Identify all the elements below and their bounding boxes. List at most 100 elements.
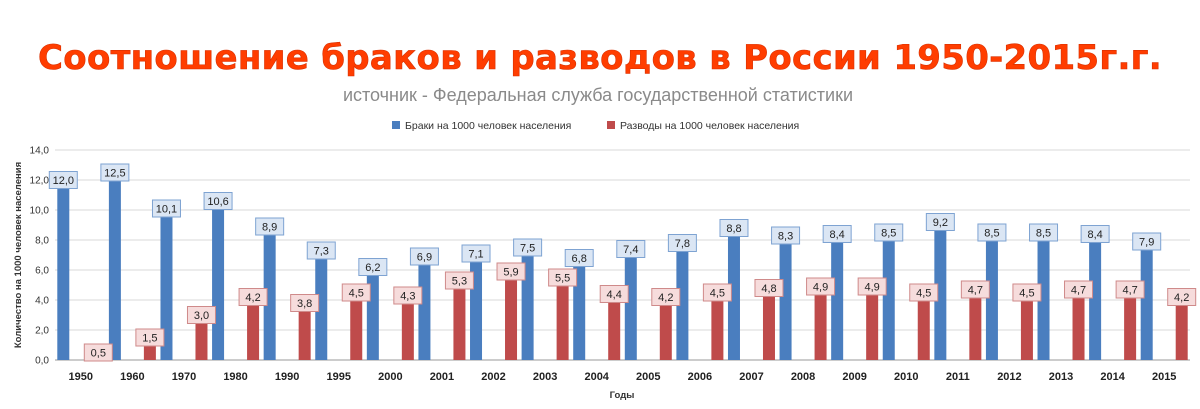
- data-label-marriages: 8,4: [830, 229, 845, 241]
- data-label-divorces: 4,4: [607, 289, 622, 301]
- legend-label-marriages: Браки на 1000 человек населения: [405, 120, 571, 132]
- bar-divorces: [247, 297, 260, 360]
- data-label-marriages: 8,9: [262, 222, 277, 234]
- data-label-marriages: 9,2: [933, 217, 948, 229]
- x-tick-label: 2007: [739, 371, 763, 383]
- data-label-box-marriages: [203, 192, 233, 210]
- data-label-box-marriages: [822, 225, 852, 243]
- data-label-divorces: 5,9: [503, 267, 518, 279]
- data-label-box-divorces: [444, 271, 474, 290]
- bar-divorces: [298, 303, 311, 360]
- data-label-divorces: 3,8: [297, 298, 312, 310]
- data-label-box-marriages: [1029, 223, 1059, 242]
- bar-marriages: [985, 232, 998, 360]
- bar-divorces: [866, 286, 879, 360]
- x-tick-label: 2009: [842, 371, 866, 383]
- data-label-box-divorces: [548, 268, 578, 287]
- x-tick-label: 2015: [1152, 371, 1176, 383]
- x-tick-label: 2008: [791, 371, 815, 383]
- bar-divorces: [505, 271, 518, 360]
- data-label-box-divorces: [290, 294, 320, 312]
- y-tick-label: 2,0: [35, 326, 49, 337]
- data-label-divorces: 3,0: [194, 310, 209, 322]
- data-label-box-divorces: [599, 285, 629, 303]
- data-label-box-divorces: [393, 286, 423, 305]
- data-label-box-marriages: [1080, 225, 1110, 243]
- bar-marriages: [57, 180, 70, 360]
- data-label-divorces: 5,5: [555, 273, 570, 285]
- data-label-box-divorces: [341, 283, 371, 302]
- data-label-divorces: 4,7: [1122, 285, 1137, 297]
- y-axis-ticks: 0,0 2,0 4,0 6,0 8,0 10,0 12,0 14,0: [30, 146, 50, 367]
- x-tick-label: 2003: [533, 371, 557, 383]
- x-tick-label: 2013: [1049, 371, 1073, 383]
- bar-marriages: [676, 243, 689, 360]
- bar-divorces: [711, 292, 724, 360]
- banner-title: Соотношение браков и разводов в России 1…: [38, 38, 1162, 78]
- data-label-box-marriages: [925, 213, 955, 231]
- data-label-box-marriages: [874, 223, 904, 242]
- data-label-marriages: 6,8: [572, 253, 587, 265]
- data-label-box-divorces: [1012, 283, 1042, 302]
- y-tick-label: 0,0: [35, 356, 49, 367]
- data-label-marriages: 6,9: [417, 252, 432, 264]
- data-label-box-marriages: [564, 249, 594, 267]
- data-label-marriages: 12,5: [104, 168, 125, 180]
- bar-marriages: [1037, 232, 1050, 360]
- bar-divorces: [556, 277, 569, 360]
- data-label-marriages: 7,5: [520, 243, 535, 255]
- data-label-box-divorces: [1167, 288, 1197, 306]
- data-label-box-marriages: [100, 163, 130, 182]
- bar-marriages: [934, 222, 947, 360]
- data-label-divorces: 4,5: [916, 288, 931, 300]
- data-label-divorces: 4,5: [710, 288, 725, 300]
- x-tick-label: 1980: [223, 371, 247, 383]
- x-tick-label: 1960: [120, 371, 144, 383]
- data-label-box-divorces: [496, 262, 526, 281]
- data-label-marriages: 8,4: [1087, 229, 1102, 241]
- bar-marriages: [470, 253, 483, 360]
- bar-divorces: [195, 315, 208, 360]
- bar-marriages: [366, 267, 379, 360]
- x-axis-label: Годы: [610, 390, 635, 401]
- bar-marriages: [1140, 241, 1153, 360]
- x-tick-label: 2000: [378, 371, 402, 383]
- bar-divorces: [608, 294, 621, 360]
- data-label-divorces: 1,5: [142, 333, 157, 345]
- bar-marriages: [882, 232, 895, 360]
- data-label-marriages: 6,2: [365, 262, 380, 274]
- data-label-box-marriages: [771, 226, 801, 245]
- x-tick-label: 2001: [430, 371, 454, 383]
- y-tick-label: 8,0: [35, 236, 49, 247]
- data-labels: 12,0 0,5 12,5 1,5 10,1 3,0 10,6 4,2 8,9 3,8 7,3 4,5…: [48, 163, 1197, 362]
- bar-marriages: [108, 172, 121, 360]
- data-label-box-divorces: [135, 328, 165, 347]
- data-label-marriages: 7,1: [468, 249, 483, 261]
- data-label-marriages: 7,8: [675, 238, 690, 250]
- bar-divorces: [659, 297, 672, 360]
- data-label-box-divorces: [806, 277, 836, 296]
- bar-marriages: [831, 234, 844, 360]
- bar-marriages: [160, 208, 173, 360]
- data-label-divorces: 4,2: [245, 292, 260, 304]
- legend-swatch-marriages: [392, 121, 400, 129]
- data-label-divorces: 4,2: [658, 292, 673, 304]
- x-tick-label: 2010: [894, 371, 918, 383]
- y-axis-label: Количество на 1000 человек населения: [13, 162, 24, 348]
- x-tick-label: 2014: [1100, 371, 1125, 383]
- bar-marriages: [624, 249, 637, 360]
- data-label-marriages: 7,9: [1139, 237, 1154, 249]
- x-tick-label: 1995: [327, 371, 351, 383]
- y-tick-label: 14,0: [30, 146, 50, 157]
- data-label-box-marriages: [513, 238, 543, 257]
- x-tick-label: 2012: [997, 371, 1021, 383]
- bar-divorces: [1124, 289, 1137, 360]
- x-tick-label: 1970: [172, 371, 196, 383]
- y-tick-label: 10,0: [30, 206, 50, 217]
- bar-marriages: [727, 228, 740, 360]
- bar-divorces: [762, 288, 775, 360]
- data-label-marriages: 7,4: [623, 244, 638, 256]
- data-label-box-marriages: [1132, 232, 1162, 251]
- bar-divorces: [401, 295, 414, 360]
